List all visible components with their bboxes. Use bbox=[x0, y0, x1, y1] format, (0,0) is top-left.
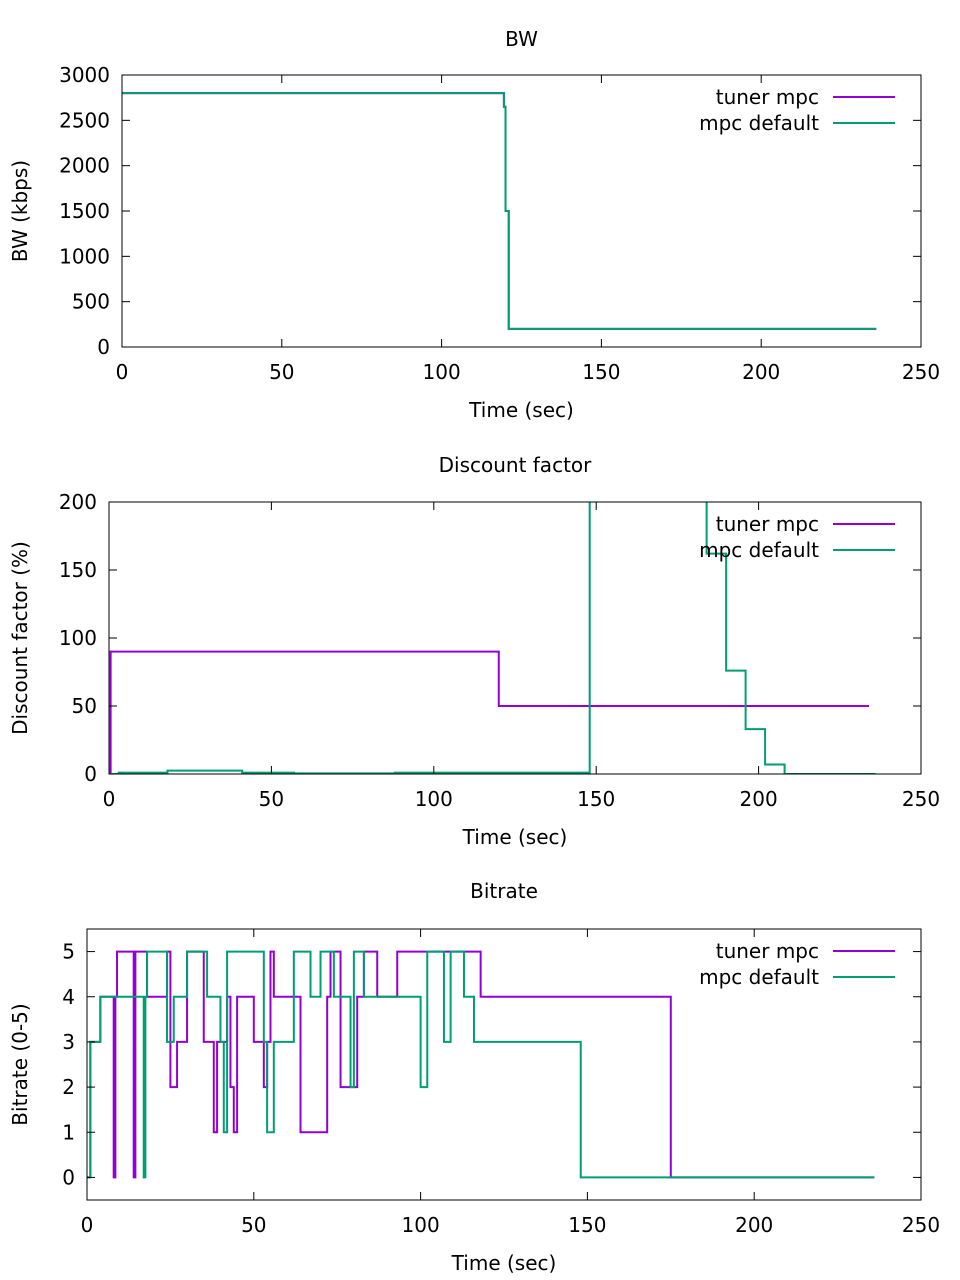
bitrate-x-tick-label: 50 bbox=[241, 1213, 266, 1237]
bitrate-y-tick-label: 2 bbox=[62, 1075, 75, 1099]
bw-y-tick-label: 3000 bbox=[59, 63, 110, 87]
bw-x-tick-label: 0 bbox=[116, 360, 129, 384]
bitrate-x-tick-label: 250 bbox=[902, 1213, 940, 1237]
discount-y-tick-label: 200 bbox=[59, 490, 97, 514]
discount-x-axis-label: Time (sec) bbox=[462, 825, 568, 849]
bitrate-y-tick-label: 0 bbox=[62, 1165, 75, 1189]
bitrate-y-axis-label: Bitrate (0-5) bbox=[8, 1003, 32, 1125]
bw-y-tick-label: 2500 bbox=[59, 108, 110, 132]
bitrate-series-mpc-default-line bbox=[87, 950, 875, 1179]
discount-series-mpc-default-line bbox=[109, 502, 876, 774]
discount-y-tick-label: 100 bbox=[59, 626, 97, 650]
bitrate-y-tick-label: 1 bbox=[62, 1120, 75, 1144]
discount-x-tick-label: 200 bbox=[740, 787, 778, 811]
bitrate-x-axis-label: Time (sec) bbox=[451, 1251, 557, 1275]
bw-y-axis-label: BW (kbps) bbox=[8, 160, 32, 262]
bitrate-y-tick-label: 5 bbox=[62, 940, 75, 964]
bw-y-tick-label: 1000 bbox=[59, 244, 110, 268]
discount-y-axis-label: Discount factor (%) bbox=[8, 541, 32, 735]
bitrate-y-tick-label: 3 bbox=[62, 1030, 75, 1054]
bw-x-tick-label: 100 bbox=[423, 360, 461, 384]
bw-legend-label: mpc default bbox=[699, 111, 819, 135]
bw-y-tick-label: 1500 bbox=[59, 199, 110, 223]
discount-title: Discount factor bbox=[439, 453, 593, 477]
bitrate-x-tick-label: 150 bbox=[568, 1213, 606, 1237]
discount-chart: Discount factor 0 50 100 150 200 250 0 50 100 150 2… bbox=[8, 453, 940, 849]
discount-x-tick-label: 250 bbox=[902, 787, 940, 811]
bitrate-plot-frame bbox=[86, 928, 922, 1201]
bitrate-x-tick-label: 100 bbox=[402, 1213, 440, 1237]
discount-x-tick-label: 0 bbox=[103, 787, 116, 811]
bitrate-legend-label: tuner mpc bbox=[716, 939, 819, 963]
bw-series-mpc-default-line bbox=[122, 92, 877, 330]
bw-title: BW bbox=[505, 27, 538, 51]
bitrate-x-tick-label: 200 bbox=[735, 1213, 773, 1237]
discount-legend-label: tuner mpc bbox=[716, 512, 819, 536]
discount-y-tick-label: 150 bbox=[59, 558, 97, 582]
bw-chart: BW0 50 100 150 200 25005001000150020002500300… bbox=[8, 27, 940, 422]
discount-legend-label: mpc default bbox=[699, 538, 819, 562]
discount-series-tuner-mpc-line bbox=[109, 650, 870, 774]
bw-x-tick-label: 200 bbox=[742, 360, 780, 384]
bitrate-title: Bitrate bbox=[470, 879, 538, 903]
bw-y-tick-label: 500 bbox=[72, 290, 110, 314]
bw-x-tick-label: 150 bbox=[582, 360, 620, 384]
bw-y-tick-label: 2000 bbox=[59, 154, 110, 178]
bitrate-x-tick-label: 0 bbox=[81, 1213, 94, 1237]
discount-x-tick-label: 50 bbox=[259, 787, 284, 811]
bw-legend-label: tuner mpc bbox=[716, 85, 819, 109]
bw-x-axis-label: Time (sec) bbox=[468, 398, 574, 422]
discount-x-tick-label: 100 bbox=[415, 787, 453, 811]
discount-y-tick-label: 50 bbox=[72, 694, 97, 718]
bw-y-tick-label: 0 bbox=[97, 335, 110, 359]
discount-y-tick-label: 0 bbox=[84, 762, 97, 786]
bitrate-y-tick-label: 4 bbox=[62, 985, 75, 1009]
bw-x-tick-label: 50 bbox=[269, 360, 294, 384]
bw-x-tick-label: 250 bbox=[902, 360, 940, 384]
discount-x-tick-label: 150 bbox=[577, 787, 615, 811]
bitrate-chart: Bitrate 0 50 100 150 200 250 0 1 2 3 4 5 Time (sec) Bi… bbox=[8, 879, 940, 1275]
bitrate-legend-label: mpc default bbox=[699, 965, 819, 989]
